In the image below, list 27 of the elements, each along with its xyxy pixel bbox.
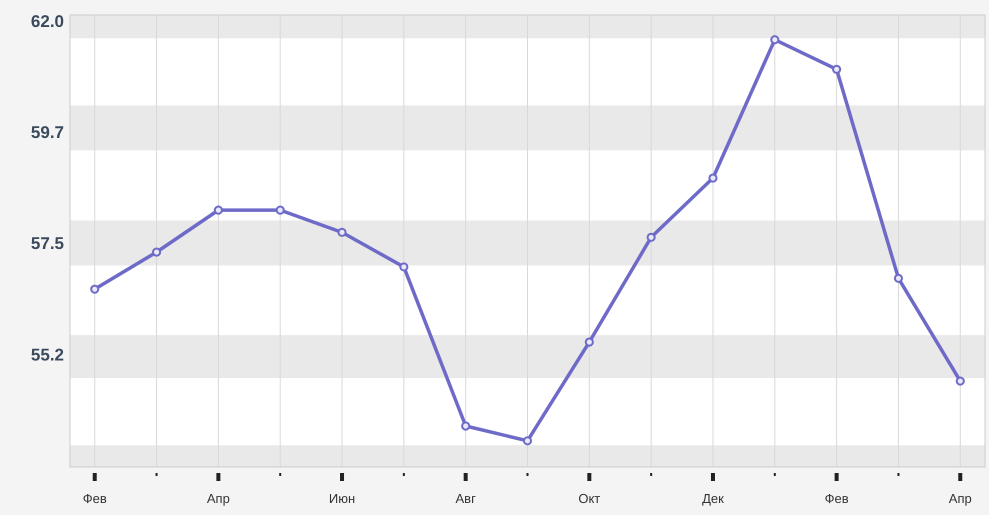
x-tick-label: Фев xyxy=(824,491,849,506)
y-tick-label: 62.0 xyxy=(30,12,64,31)
point xyxy=(399,262,408,272)
point xyxy=(646,232,656,242)
x-tick-label: Апр xyxy=(206,491,230,506)
point xyxy=(90,284,100,294)
point xyxy=(956,376,965,386)
x-tick-label: Июн xyxy=(328,491,356,506)
x-tick-label: Апр xyxy=(948,491,972,506)
point xyxy=(770,35,780,44)
point xyxy=(337,228,347,237)
point xyxy=(832,64,842,74)
x-tick-label: Авг xyxy=(456,491,476,506)
y-tick-label: 55.2 xyxy=(30,345,64,364)
y-tick-label: 57.5 xyxy=(30,234,64,254)
point xyxy=(214,206,223,215)
x-tick-label: Окт xyxy=(578,491,600,506)
y-tick-label: 59.7 xyxy=(30,123,64,142)
point xyxy=(584,337,594,347)
point xyxy=(152,248,162,257)
point xyxy=(522,436,532,446)
point xyxy=(894,274,904,283)
point xyxy=(708,173,718,183)
x-tick-label: Фев xyxy=(82,491,107,506)
point xyxy=(461,421,470,431)
point xyxy=(276,206,285,215)
x-tick-label: Дек xyxy=(702,491,724,506)
